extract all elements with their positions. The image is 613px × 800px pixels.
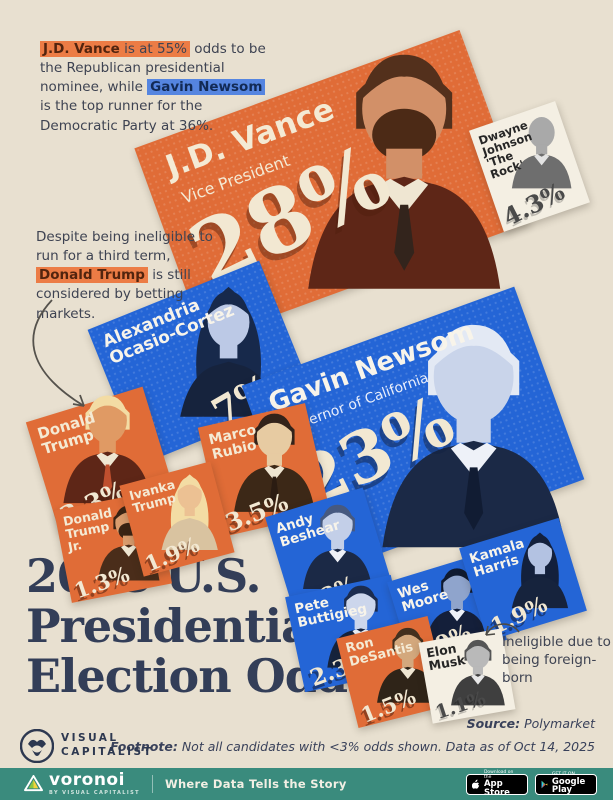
google-play-small-text: GET IT ON [551,772,575,778]
title-line-2: Presidential [26,599,327,654]
vance-odds-highlight: J.D. Vance is at 55% [40,41,191,57]
apple-icon [472,779,480,789]
voronoi-wordmark: voronoi [49,770,125,790]
candidate-name: Elon Musk [425,640,467,674]
visual-capitalist-logo: VISUAL CAPITALIST [20,729,153,763]
google-play-big-text: Google Play [551,776,586,796]
musk-pointer-arrow [485,623,520,636]
app-store-small-text: Download on the [483,770,514,780]
footer-tagline: Where Data Tells the Story [164,777,347,791]
vc-wordmark-line2: CAPITALIST [61,746,154,758]
voronoi-logo: voronoi BY VISUAL CAPITALIST [24,772,140,796]
google-play-badge[interactable]: GET IT ON Google Play [535,772,597,796]
google-play-icon [541,780,548,788]
vc-wordmark-line1: VISUAL [61,732,119,745]
trump-highlight: Donald Trump [36,267,148,284]
trump-pointer-arrow [32,299,85,407]
source-note: Source: Polymarket [466,716,595,731]
app-store-badge[interactable]: Download on the App Store [466,770,528,798]
voronoi-icon [24,775,43,792]
app-store-big-text: App Store [483,779,510,798]
musk-ineligible-annotation: Ineligible due to being foreign-born [502,634,611,687]
footer-divider [151,775,153,793]
footer-bar: voronoi BY VISUAL CAPITALIST Where Data … [0,768,613,800]
newsom-highlight: Gavin Newsom [147,79,266,96]
trump-ineligible-annotation: Despite being ineligible to run for a th… [36,229,213,322]
vance-newsom-annotation: J.D. Vance is at 55% odds to be the Repu… [40,41,266,134]
voronoi-byline: BY VISUAL CAPITALIST [49,790,140,796]
visual-capitalist-icon [20,729,54,763]
footnote: Footnote: Not all candidates with <3% od… [110,739,595,754]
